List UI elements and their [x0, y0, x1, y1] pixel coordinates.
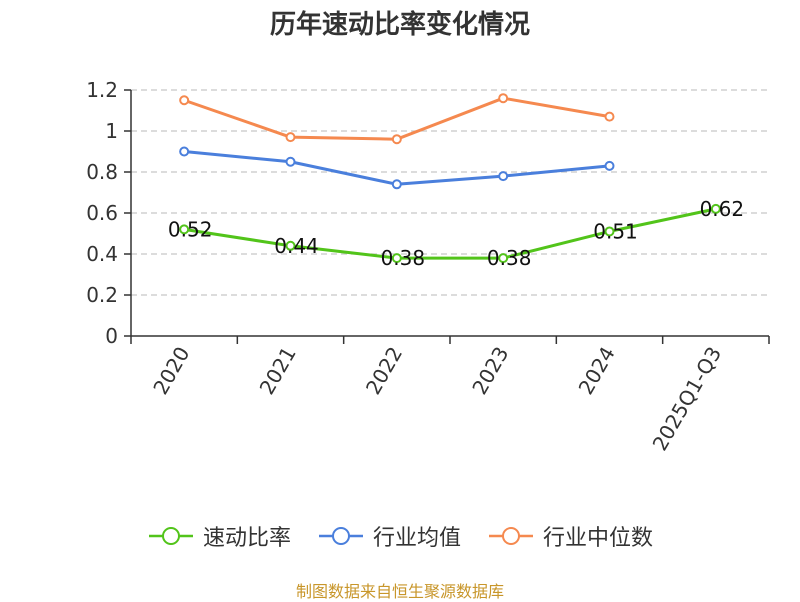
legend-label: 速动比率	[202, 526, 291, 551]
y-tick-label: 0	[105, 324, 118, 348]
data-point	[498, 171, 509, 182]
legend: 速动比率 行业均值 行业中位数	[0, 519, 800, 553]
y-tick-label: 0.4	[86, 242, 118, 266]
data-point	[710, 203, 721, 214]
data-label: 0.52	[168, 217, 213, 241]
data-point	[498, 93, 509, 104]
grid-lines	[131, 89, 769, 296]
y-tick-label: 0.2	[86, 283, 118, 307]
axes: 0 0.2 0.4 0.6 0.8 1 1.2 2020 2021 2022 2023 2024 202…	[86, 78, 770, 455]
data-point	[285, 132, 296, 143]
data-point	[179, 224, 190, 235]
x-tick-label: 2022	[361, 343, 407, 399]
x-tick-label: 2025Q1-Q3	[647, 343, 726, 455]
series-line	[183, 207, 717, 260]
y-tick-label: 1.2	[86, 78, 118, 102]
data-label: 0.38	[487, 246, 532, 270]
legend-item[interactable]: 行业中位数	[487, 520, 653, 552]
data-point	[604, 226, 615, 237]
legend-item[interactable]: 速动比率	[147, 520, 291, 552]
legend-swatch	[318, 527, 363, 545]
chart-title: 历年速动比率变化情况	[269, 10, 530, 40]
legend-swatch	[148, 527, 193, 545]
data-labels: 0.52 0.44 0.38 0.38 0.51 0.62	[168, 197, 744, 270]
data-point	[179, 146, 190, 157]
series-line	[183, 96, 610, 141]
series-lines	[179, 93, 721, 264]
data-point	[179, 95, 190, 106]
legend-swatch	[489, 527, 533, 545]
x-tick-label: 2020	[148, 343, 194, 399]
x-tick-label: 2024	[574, 343, 620, 399]
data-label: 0.38	[381, 246, 426, 270]
data-label: 0.44	[274, 234, 319, 258]
y-tick-label: 1	[105, 119, 118, 143]
data-point	[391, 134, 402, 145]
source-note: 制图数据来自恒生聚源数据库	[295, 582, 504, 601]
y-tick-label: 0.8	[86, 160, 118, 184]
data-point	[391, 179, 402, 190]
x-tick-label: 2021	[255, 343, 301, 399]
data-point	[604, 111, 615, 122]
data-point	[285, 240, 296, 251]
data-point	[285, 156, 296, 167]
data-point	[604, 160, 615, 171]
line-chart: 0 0.2 0.4 0.6 0.8 1 1.2 2020 2021 2022 2023 2024 202…	[86, 78, 770, 455]
data-label: 0.62	[700, 197, 745, 221]
legend-label: 行业均值	[372, 526, 461, 551]
data-point	[498, 253, 509, 264]
data-point	[391, 253, 402, 264]
legend-label: 行业中位数	[543, 526, 654, 551]
x-tick-label: 2023	[467, 342, 513, 398]
y-tick-label: 0.6	[86, 201, 118, 225]
data-label: 0.51	[593, 219, 638, 243]
legend-item[interactable]: 行业均值	[317, 520, 461, 552]
